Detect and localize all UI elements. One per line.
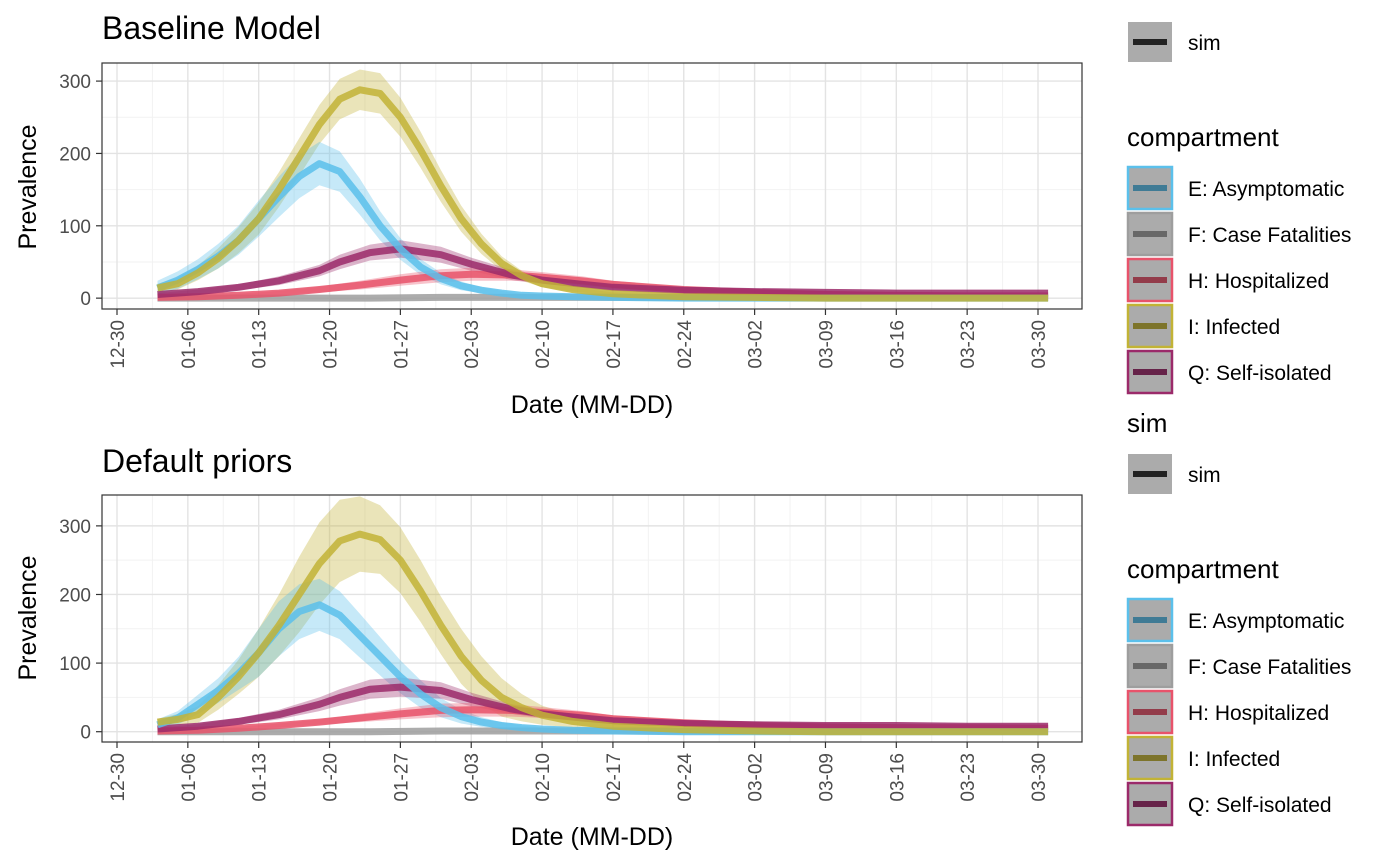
legend-sim-label: sim bbox=[1188, 32, 1221, 55]
ribbon-i bbox=[157, 496, 1049, 732]
legend-label-q: Q: Self-isolated bbox=[1188, 794, 1332, 817]
legend-sim-label: sim bbox=[1188, 464, 1221, 487]
x-tick-label: 03-30 bbox=[1029, 320, 1050, 369]
legend-label-i: I: Infected bbox=[1188, 748, 1280, 771]
y-tick-label: 200 bbox=[59, 585, 91, 606]
x-tick-label: 02-10 bbox=[533, 753, 554, 802]
legend-panel-2: sim sim compartment E: Asymptomatic F: Case … bbox=[1126, 408, 1351, 827]
x-tick-label: 03-23 bbox=[958, 753, 979, 802]
panel-1-xlabel: Date (MM-DD) bbox=[511, 391, 674, 419]
x-tick-label: 01-27 bbox=[391, 320, 412, 369]
panel-2-xlabel: Date (MM-DD) bbox=[511, 823, 674, 851]
legend-compartment-title: compartment bbox=[1127, 554, 1279, 584]
legend-compartment-title: compartment bbox=[1127, 122, 1279, 152]
x-tick-label: 12-30 bbox=[108, 320, 129, 369]
x-tick-label: 03-16 bbox=[887, 753, 908, 802]
x-tick-label: 02-17 bbox=[604, 320, 625, 369]
x-tick-label: 03-09 bbox=[816, 753, 837, 802]
x-tick-label: 03-02 bbox=[746, 320, 767, 369]
plot-border bbox=[101, 62, 1083, 310]
x-tick-label: 03-09 bbox=[816, 320, 837, 369]
y-tick-label: 100 bbox=[59, 654, 91, 675]
panel-2-chart: 12-30 01-06 01-13 01-20 01-27 02-03 02-10 02-17… bbox=[59, 494, 1083, 802]
y-tick-label: 100 bbox=[59, 217, 91, 238]
plot-background bbox=[102, 495, 1082, 742]
y-tick-label: 300 bbox=[59, 517, 91, 538]
x-tick-label: 02-03 bbox=[462, 753, 483, 802]
plot-border bbox=[101, 494, 1083, 743]
x-tick-label: 01-06 bbox=[179, 753, 200, 802]
legend-panel-1: sim sim compartment E: Asymptomatic F: Case … bbox=[1126, 0, 1351, 395]
panel-1-chart: 12-30 01-06 01-13 01-20 01-27 02-03 02-10 02-17… bbox=[59, 62, 1083, 369]
y-tick-label: 200 bbox=[59, 144, 91, 165]
series-line-q bbox=[157, 683, 1049, 733]
x-tick-label: 02-24 bbox=[675, 320, 696, 369]
legend-label-f: F: Case Fatalities bbox=[1188, 656, 1351, 679]
legend-label-q: Q: Self-isolated bbox=[1188, 362, 1332, 385]
legend-sim-title: sim bbox=[1127, 0, 1167, 2]
x-tick-label: 02-03 bbox=[462, 320, 483, 369]
x-tick-label: 03-30 bbox=[1029, 753, 1050, 802]
legend-label-f: F: Case Fatalities bbox=[1188, 224, 1351, 247]
panel-1-ylabel: Prevalence bbox=[14, 124, 42, 249]
plot-background bbox=[102, 63, 1082, 309]
x-tick-label: 03-02 bbox=[746, 753, 767, 802]
x-tick-label: 01-06 bbox=[179, 320, 200, 369]
series-line-i bbox=[157, 530, 1049, 736]
x-tick-label: 02-17 bbox=[604, 753, 625, 802]
y-tick-label: 0 bbox=[80, 723, 91, 744]
panel-2-ylabel: Prevalence bbox=[14, 555, 42, 680]
panel-2-title: Default priors bbox=[102, 443, 292, 479]
x-tick-label: 02-24 bbox=[675, 753, 696, 802]
x-tick-label: 01-13 bbox=[250, 320, 271, 369]
legend-label-e: E: Asymptomatic bbox=[1188, 610, 1344, 633]
y-tick-label: 300 bbox=[59, 72, 91, 93]
x-tick-label: 12-30 bbox=[108, 753, 129, 802]
legend-label-h: H: Hospitalized bbox=[1188, 270, 1329, 293]
x-tick-label: 03-23 bbox=[958, 320, 979, 369]
x-tick-label: 03-16 bbox=[887, 320, 908, 369]
legend-label-e: E: Asymptomatic bbox=[1188, 178, 1344, 201]
x-tick-label: 01-20 bbox=[321, 753, 342, 802]
series-line-i bbox=[156, 86, 1049, 302]
legend-label-h: H: Hospitalized bbox=[1188, 702, 1329, 725]
series-line-q bbox=[157, 245, 1049, 298]
legend-label-i: I: Infected bbox=[1188, 316, 1280, 339]
x-tick-label: 01-20 bbox=[321, 320, 342, 369]
x-tick-label: 01-27 bbox=[391, 753, 412, 802]
y-tick-label: 0 bbox=[80, 289, 91, 310]
legend-sim-title: sim bbox=[1127, 408, 1167, 438]
panel-1-title: Baseline Model bbox=[102, 10, 321, 46]
x-tick-label: 02-10 bbox=[533, 320, 554, 369]
x-tick-label: 01-13 bbox=[250, 753, 271, 802]
